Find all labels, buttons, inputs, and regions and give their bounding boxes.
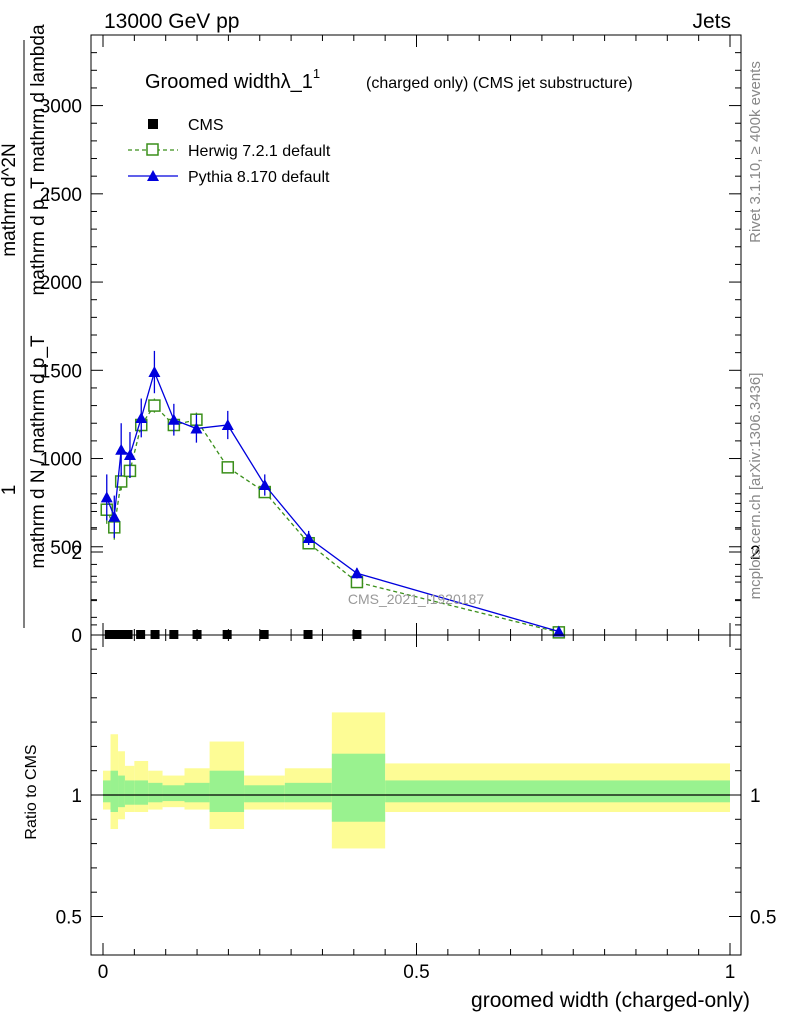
plot-subtitle: (charged only) (CMS jet substructure) <box>366 75 633 92</box>
ratio-y-tick-label: 2 <box>71 543 82 564</box>
ratio-y-tick-label: 1 <box>71 786 82 807</box>
watermark: CMS_2021_I1920187 <box>348 591 484 607</box>
ratio-ticks: 0.5 0.5 1 1 2 2 0 0.5 1 <box>56 502 776 983</box>
y-tick-label: 3000 <box>40 97 82 118</box>
x-axis-label: groomed width (charged-only) <box>471 989 750 1012</box>
pythia-point <box>148 366 161 378</box>
ratio-bands <box>103 712 730 849</box>
ratio-band-inner <box>331 753 386 822</box>
pythia-point <box>115 443 128 455</box>
pythia-point <box>135 411 148 423</box>
ylabel-d2n: mathrm d^2N <box>0 143 20 256</box>
y-tick-label: 0 <box>71 626 82 647</box>
legend-cms-marker <box>148 119 158 129</box>
y-tick-label: 2000 <box>40 273 82 294</box>
ratio-y-tick-label-right: 2 <box>750 543 761 564</box>
legend-pythia-marker <box>147 170 159 181</box>
ratio-y-tick-label-right: 0.5 <box>750 908 776 929</box>
pythia-point <box>190 422 203 434</box>
pythia-point <box>108 510 121 522</box>
legend-pythia-label: Pythia 8.170 default <box>188 169 330 186</box>
x-tick-label: 0.5 <box>403 962 429 983</box>
plot-title-main: Groomed widthλ_1 <box>145 71 313 93</box>
ratio-band-inner <box>103 780 111 803</box>
legend-herwig-label: Herwig 7.2.1 default <box>188 143 331 160</box>
ylabel-dpt-dlambda: mathrm d p_T mathrm d lambda <box>28 24 49 295</box>
y-tick-label: 1000 <box>40 450 82 471</box>
rivet-version-label: Rivet 3.1.10, ≥ 400k events <box>747 61 764 243</box>
pythia-point <box>123 449 136 460</box>
y-tick-label: 1500 <box>40 361 82 382</box>
herwig-line <box>106 404 559 633</box>
ratio-y-tick-label-right: 1 <box>750 786 761 807</box>
header-process-label: Jets <box>692 10 731 33</box>
ratio-band-inner <box>134 780 149 805</box>
y-tick-label: 2500 <box>40 185 82 206</box>
pythia-point <box>258 479 271 490</box>
ratio-band-inner <box>385 780 730 803</box>
main-ylabel: 1 mathrm d N / mathrm d p_T mathrm d^2N … <box>0 24 49 628</box>
y-tick-label: 500 <box>50 538 82 559</box>
ratio-ylabel: Ratio to CMS <box>23 744 40 839</box>
ratio-band-inner <box>184 782 210 803</box>
legend: CMS Herwig 7.2.1 default Pythia 8.170 de… <box>128 117 331 186</box>
ylabel-numerator: 1 <box>0 485 20 496</box>
ratio-band-inner <box>124 780 135 805</box>
main-series <box>100 350 566 639</box>
herwig-point <box>221 461 235 474</box>
pythia-point <box>167 413 180 425</box>
legend-herwig-marker <box>146 143 159 156</box>
main-ticks: 0 500 1000 1500 2000 2500 3000 <box>40 34 741 647</box>
ratio-plot: 0.5 0.5 1 1 2 2 0 0.5 1 Ratio to CMS groomed wid… <box>23 502 776 1012</box>
ratio-band-inner <box>162 785 185 802</box>
legend-cms-label: CMS <box>188 117 224 134</box>
herwig-point <box>148 399 161 412</box>
plot-title-sup: 1 <box>313 66 320 81</box>
ratio-y-tick-label: 0.5 <box>56 908 82 929</box>
ratio-band-inner <box>118 775 125 808</box>
pythia-point <box>100 491 113 503</box>
pythia-point <box>221 419 234 430</box>
ratio-band-inner <box>244 785 285 803</box>
main-plot: 0 500 1000 1500 2000 2500 3000 CMS_2021_I19201… <box>0 24 742 647</box>
pythia-point <box>552 625 565 637</box>
pythia-point <box>350 567 363 579</box>
pythia-point <box>302 531 315 543</box>
header-collision-label: 13000 GeV pp <box>104 10 239 33</box>
ratio-band-inner <box>209 770 245 813</box>
mcplots-label: mcplots.cern.ch [arXiv:1306.3436] <box>747 373 764 600</box>
ratio-band-inner <box>284 782 332 803</box>
x-tick-label: 1 <box>725 962 736 983</box>
ratio-band-inner <box>148 782 163 803</box>
plot-title: Groomed widthλ_11 <box>145 66 320 93</box>
ratio-band-inner <box>110 770 119 813</box>
ylabel-numerator-denom: mathrm d N / mathrm d p_T <box>28 335 49 569</box>
pythia-line <box>106 370 560 633</box>
x-tick-label: 0 <box>98 962 109 983</box>
